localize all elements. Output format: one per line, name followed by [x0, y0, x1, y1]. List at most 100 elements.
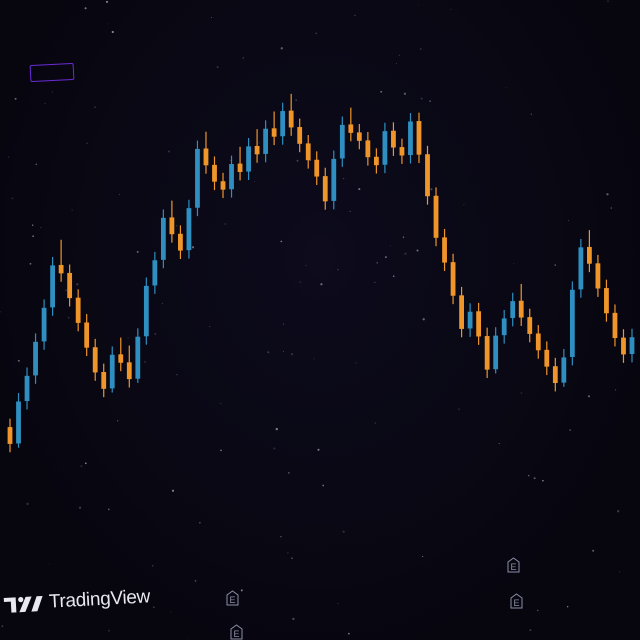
- candle-body-down[interactable]: [518, 300, 524, 318]
- candle-body-down[interactable]: [322, 176, 328, 202]
- star: [402, 236, 405, 238]
- candle-body-down[interactable]: [220, 181, 226, 190]
- candle-body-down[interactable]: [67, 272, 73, 299]
- candle-body-up[interactable]: [16, 401, 21, 444]
- candle-body-up[interactable]: [331, 158, 337, 201]
- earnings-event-marker[interactable]: E: [507, 557, 520, 573]
- star: [592, 549, 595, 552]
- candle-body-up[interactable]: [280, 111, 286, 137]
- earnings-event-marker[interactable]: E: [510, 593, 523, 609]
- candle-body-down[interactable]: [237, 163, 243, 172]
- candle-body-down[interactable]: [459, 295, 464, 329]
- candle-body-up[interactable]: [408, 121, 413, 156]
- star: [171, 489, 175, 492]
- candle-body-down[interactable]: [178, 233, 183, 251]
- candle-body-up[interactable]: [186, 208, 192, 251]
- candle-body-down[interactable]: [544, 349, 550, 367]
- candle-body-down[interactable]: [75, 297, 81, 323]
- star: [530, 113, 532, 115]
- star: [107, 23, 109, 25]
- candle-body-down[interactable]: [203, 148, 209, 166]
- candle-body-down[interactable]: [621, 337, 626, 355]
- candle-body-down[interactable]: [92, 347, 98, 373]
- star: [420, 97, 423, 100]
- candle-body-down[interactable]: [348, 124, 354, 133]
- candle-body-up[interactable]: [33, 341, 38, 376]
- candle-body-up[interactable]: [135, 336, 141, 379]
- candle-body-down[interactable]: [476, 311, 482, 337]
- candle-body-down[interactable]: [101, 372, 107, 389]
- candle-body-down[interactable]: [7, 427, 13, 444]
- candle-body-down[interactable]: [433, 195, 439, 238]
- candle-body-up[interactable]: [578, 247, 584, 290]
- candle-body-down[interactable]: [450, 262, 456, 296]
- earnings-event-label: E: [513, 598, 520, 608]
- candle-body-down[interactable]: [604, 288, 609, 314]
- candle-body-up[interactable]: [339, 124, 345, 159]
- candle-body-up[interactable]: [143, 285, 149, 337]
- star: [273, 447, 276, 450]
- candle-body-down[interactable]: [552, 366, 558, 384]
- candle-body-up[interactable]: [41, 307, 47, 342]
- candle-body-down[interactable]: [391, 130, 396, 148]
- candle-body-up[interactable]: [160, 217, 166, 260]
- star: [513, 263, 515, 265]
- candle-body-up[interactable]: [109, 354, 115, 389]
- candle-body-down[interactable]: [595, 263, 601, 289]
- candle-body-down[interactable]: [399, 147, 405, 156]
- candle-body-down[interactable]: [118, 354, 124, 363]
- candle-body-down[interactable]: [356, 132, 362, 141]
- candle-body-up[interactable]: [152, 260, 158, 286]
- candle-body-up[interactable]: [195, 148, 200, 208]
- earnings-event-marker[interactable]: E: [226, 590, 239, 606]
- candle-body-down[interactable]: [126, 362, 132, 380]
- candle-body-up[interactable]: [263, 128, 269, 154]
- candle-body-up[interactable]: [569, 289, 575, 357]
- candle-body-down[interactable]: [442, 237, 447, 263]
- candle-body-down[interactable]: [484, 336, 490, 370]
- candle-body-up[interactable]: [24, 375, 30, 402]
- candle-body-down[interactable]: [586, 246, 592, 264]
- candle-body-up[interactable]: [382, 131, 388, 165]
- candle-body-down[interactable]: [527, 317, 533, 334]
- star: [17, 359, 20, 362]
- star: [117, 420, 119, 422]
- star: [295, 99, 297, 101]
- candle-body-down[interactable]: [305, 143, 311, 161]
- candle-body-down[interactable]: [254, 145, 260, 155]
- candle-body-down[interactable]: [271, 128, 277, 137]
- candle-body-down[interactable]: [612, 312, 618, 339]
- candle-body-up[interactable]: [50, 265, 56, 308]
- candle-body-up[interactable]: [510, 301, 516, 318]
- candle-body-down[interactable]: [535, 333, 541, 351]
- star: [617, 510, 620, 513]
- highlight-rectangle[interactable]: [29, 62, 75, 83]
- candle-body-down[interactable]: [425, 154, 430, 197]
- candle-body-down[interactable]: [365, 140, 371, 158]
- candle-body-up[interactable]: [501, 318, 507, 336]
- candle-body-down[interactable]: [416, 121, 422, 155]
- star: [127, 337, 129, 339]
- candle-body-up[interactable]: [629, 337, 635, 354]
- star: [40, 227, 42, 229]
- star: [520, 392, 523, 394]
- star: [374, 422, 377, 424]
- candle-body-down[interactable]: [84, 322, 90, 348]
- star: [216, 66, 219, 69]
- candle-body-up[interactable]: [229, 164, 234, 190]
- candle-body-down[interactable]: [373, 156, 379, 166]
- candle-body-down[interactable]: [212, 164, 217, 182]
- candle-body-up[interactable]: [467, 311, 473, 329]
- candle-body-down[interactable]: [169, 217, 175, 235]
- candle-body-up[interactable]: [493, 335, 499, 370]
- star: [349, 210, 351, 212]
- candle-body-down[interactable]: [297, 127, 303, 144]
- candle-body-down[interactable]: [58, 264, 64, 274]
- earnings-event-marker[interactable]: E: [230, 624, 243, 640]
- candle-body-down[interactable]: [288, 110, 294, 128]
- candle-body-up[interactable]: [561, 357, 567, 383]
- star: [199, 522, 201, 524]
- candle-body-down[interactable]: [314, 159, 320, 177]
- candle-body-up[interactable]: [246, 146, 251, 172]
